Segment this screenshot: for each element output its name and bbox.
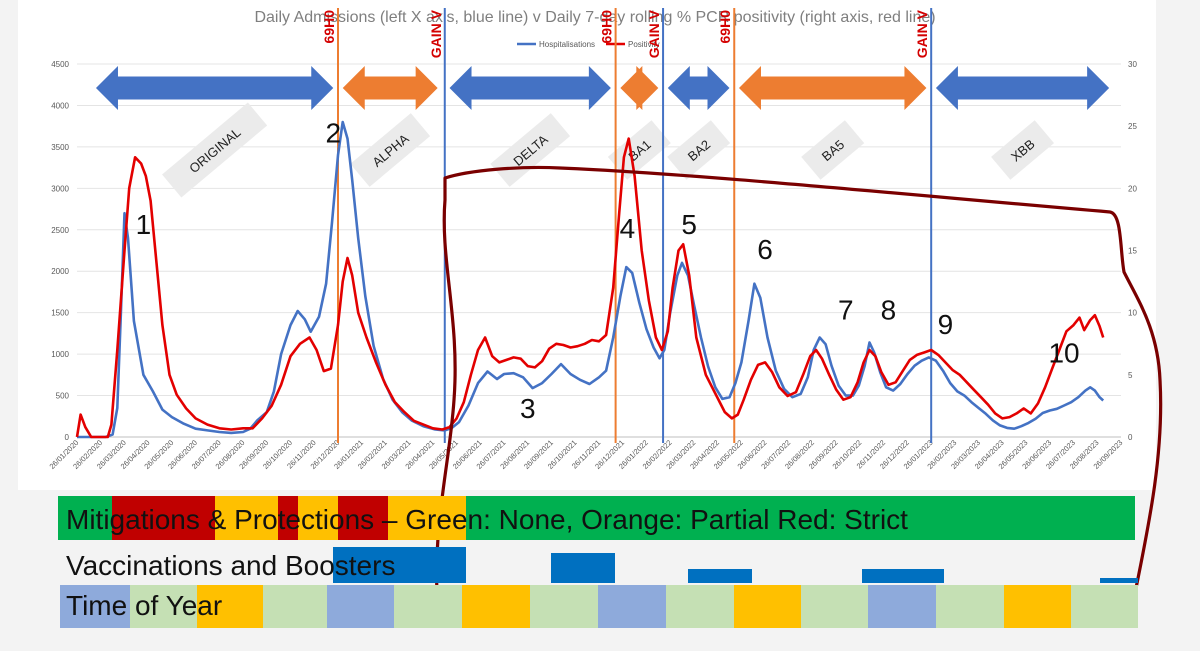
legend: Hospitalisations Positivity	[517, 40, 660, 49]
wave-number-7: 7	[838, 294, 854, 325]
variant-divider-label: 69H0	[321, 10, 337, 44]
vaccination-bar	[551, 553, 615, 583]
variant-label-xbb: XBB	[991, 120, 1055, 180]
season-segment	[734, 585, 801, 628]
season-segment	[936, 585, 1004, 628]
y-left-tick-label: 2500	[51, 226, 69, 235]
variant-label-ba5: BA5	[801, 120, 865, 180]
variant-divider-label: 69H0	[599, 10, 615, 44]
wave-number-3: 3	[520, 393, 536, 424]
time-of-year-label: Time of Year	[66, 590, 222, 621]
mitigation-segment	[388, 496, 466, 540]
season-segment	[130, 585, 197, 628]
mitigation-segment	[58, 496, 112, 540]
variant-arrow-ba2	[667, 66, 730, 110]
y-left-tick-label: 0	[65, 433, 70, 442]
variant-arrow-alpha	[342, 66, 438, 110]
wave-number-2: 2	[325, 118, 341, 149]
legend-label-hospitalisations: Hospitalisations	[539, 40, 595, 49]
wave-number-6: 6	[757, 234, 773, 265]
y-right-tick-label: 10	[1128, 309, 1137, 318]
wave-number-5: 5	[681, 209, 697, 240]
variant-divider-label: GAIN V	[428, 9, 444, 58]
mitigation-segment	[278, 496, 298, 540]
y-left-tick-label: 3500	[51, 143, 69, 152]
vaccinations-label: Vaccinations and Boosters	[66, 550, 395, 581]
season-segment	[462, 585, 530, 628]
vaccinations-band: Vaccinations and Boosters	[66, 547, 1138, 583]
y-left-tick-label: 500	[56, 392, 70, 401]
time-of-year-band: Time of Year	[60, 585, 1138, 628]
y-left-tick-label: 3000	[51, 184, 69, 193]
y-right-tick-label: 20	[1128, 184, 1137, 193]
variant-label-box	[667, 120, 731, 180]
mitigation-segment	[112, 496, 215, 540]
vaccination-bar	[1100, 578, 1138, 583]
season-segment	[327, 585, 394, 628]
mitigation-segment	[298, 496, 338, 540]
variant-arrow-ba5	[738, 66, 927, 110]
mitigation-segment	[466, 496, 1135, 540]
season-segment	[801, 585, 868, 628]
wave-number-8: 8	[881, 294, 897, 325]
y-left-tick-label: 1500	[51, 309, 69, 318]
y-left-tick-label: 2000	[51, 267, 69, 276]
y-left-tick-label: 4000	[51, 101, 69, 110]
season-segment	[868, 585, 936, 628]
chart-title: Daily Admissions (left X axis, blue line…	[254, 9, 935, 26]
mitigations-label: Mitigations & Protections – Green: None,…	[66, 504, 908, 535]
variant-divider-label: 69H0	[717, 10, 733, 44]
variant-label-ba2: BA2	[667, 120, 731, 180]
season-segment	[394, 585, 462, 628]
season-segment	[1004, 585, 1071, 628]
season-segment	[197, 585, 263, 628]
season-segment	[530, 585, 598, 628]
mitigation-segment	[338, 496, 388, 540]
wave-number-1: 1	[136, 209, 152, 240]
wave-number-9: 9	[938, 309, 954, 340]
season-segment	[666, 585, 734, 628]
y-right-tick-label: 0	[1128, 433, 1133, 442]
wave-number-4: 4	[620, 213, 636, 244]
wave-number-10: 10	[1048, 337, 1079, 368]
variant-label-box	[801, 120, 865, 180]
mitigations-band: Mitigations & Protections – Green: None,…	[58, 496, 1135, 540]
mitigation-segment	[215, 496, 278, 540]
y-right-tick-label: 25	[1128, 122, 1137, 131]
variant-label-box	[162, 102, 268, 198]
season-segment	[598, 585, 666, 628]
variant-arrow-delta	[449, 66, 611, 110]
y-right-tick-label: 15	[1128, 247, 1137, 256]
season-segment	[263, 585, 327, 628]
y-right-tick-label: 5	[1128, 371, 1133, 380]
variant-label-box	[350, 113, 431, 187]
variant-arrow-original	[95, 66, 334, 110]
season-segment	[1071, 585, 1138, 628]
legend-label-positivity: Positivity	[628, 40, 660, 49]
y-left-tick-label: 4500	[51, 60, 69, 69]
series-line-positivity	[75, 137, 1105, 439]
vaccination-bar	[862, 569, 944, 583]
variant-divider-label: GAIN V	[646, 9, 662, 58]
variant-arrow-xbb	[935, 66, 1110, 110]
chart-panel	[18, 0, 1156, 490]
variant-arrow-ba1	[620, 66, 659, 110]
variant-label-box	[991, 120, 1055, 180]
variant-divider-label: GAIN V	[914, 9, 930, 58]
y-right-tick-label: 30	[1128, 60, 1137, 69]
series-line-hospitalisations	[77, 120, 1105, 439]
y-left-tick-label: 1000	[51, 350, 69, 359]
season-segment	[60, 585, 130, 628]
vaccination-bar	[333, 547, 466, 583]
vaccination-bar	[688, 569, 752, 583]
